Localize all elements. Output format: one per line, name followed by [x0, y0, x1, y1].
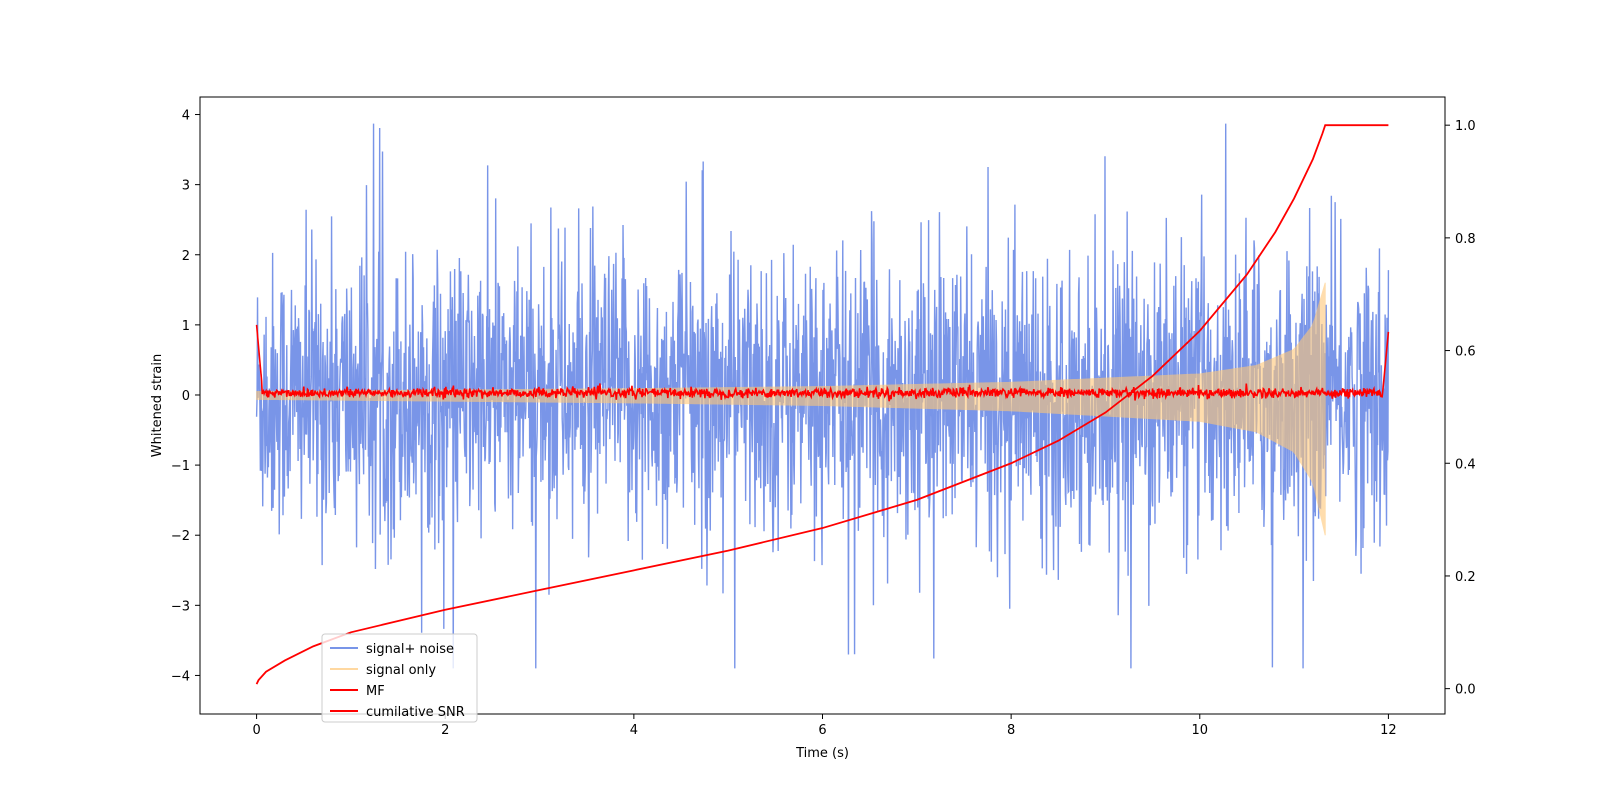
y-tick-label: −4	[171, 669, 190, 684]
y-right-tick-label: 0.6	[1455, 345, 1476, 360]
y-right-tick-label: 0.4	[1455, 457, 1476, 472]
y-tick-label: −2	[171, 529, 190, 544]
y-tick-label: 4	[182, 109, 190, 124]
x-axis: 0 2 4 6 8 10 12	[252, 714, 1397, 738]
y-tick-label: −3	[171, 599, 190, 614]
x-tick-label: 2	[441, 723, 449, 738]
y-right-tick-label: 0.8	[1455, 232, 1476, 247]
x-tick-label: 8	[1007, 723, 1015, 738]
legend-item: cumilative SNR	[330, 705, 465, 720]
x-tick-label: 4	[630, 723, 638, 738]
series-signal-plus-noise	[255, 123, 1390, 669]
x-tick-label: 12	[1380, 723, 1397, 738]
series-mf	[255, 324, 1390, 402]
y-tick-label: −1	[171, 459, 190, 474]
y-tick-label: 3	[182, 179, 190, 194]
x-tick-label: 10	[1191, 723, 1208, 738]
y-right-tick-label: 0.0	[1455, 683, 1476, 698]
y-right-tick-label: 0.2	[1455, 570, 1476, 585]
legend-item: signal+ noise	[330, 642, 454, 657]
y-axis-right: 0.0 0.2 0.4 0.6 0.8 1.0	[1445, 119, 1476, 698]
series-cumulative-snr	[255, 124, 1389, 685]
legend-label: signal only	[366, 663, 436, 678]
series-signal-only	[256, 282, 1326, 536]
legend-item: signal only	[330, 663, 436, 678]
legend-label: MF	[366, 684, 385, 699]
x-tick-label: 0	[252, 723, 260, 738]
y-right-tick-label: 1.0	[1455, 119, 1476, 134]
x-axis-label: Time (s)	[795, 746, 849, 761]
y-axis-label: Whitened strain	[150, 354, 165, 457]
legend-label: cumilative SNR	[366, 705, 465, 720]
plot-area	[255, 123, 1390, 685]
legend-item: MF	[330, 684, 385, 699]
legend: signal+ noise signal only MF cumilative SNR	[321, 633, 478, 723]
y-axis-left: −4 −3 −2 −1 0 1 2 3 4	[171, 109, 200, 684]
y-tick-label: 2	[182, 249, 190, 264]
legend-label: signal+ noise	[366, 642, 454, 657]
legend-box	[321, 633, 478, 723]
y-tick-label: 0	[182, 389, 190, 404]
x-tick-label: 6	[818, 723, 826, 738]
y-tick-label: 1	[182, 319, 190, 334]
